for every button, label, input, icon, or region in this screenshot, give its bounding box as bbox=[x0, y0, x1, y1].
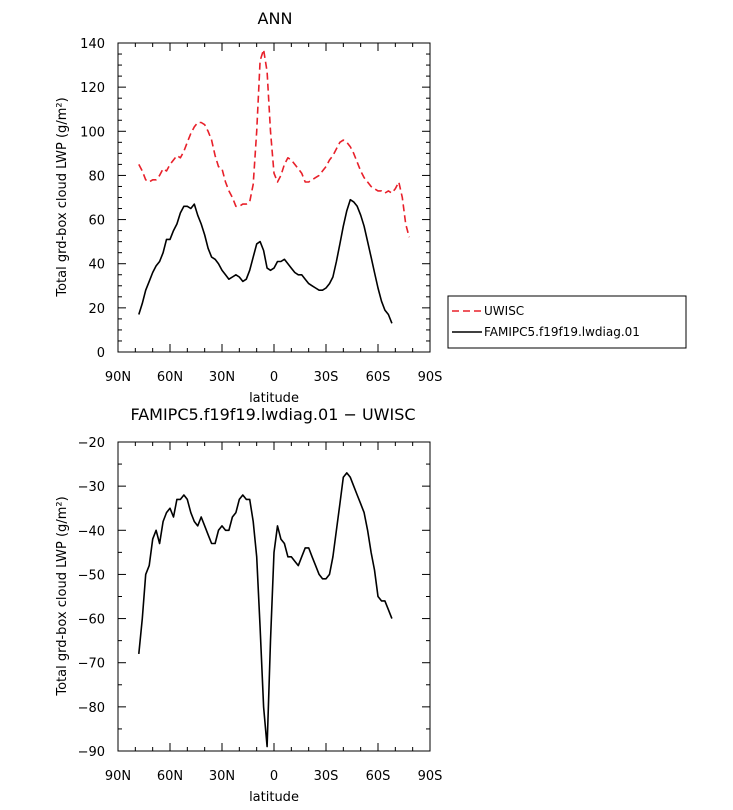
top-series-lines bbox=[138, 48, 410, 324]
bottom-x-tick-label: 90N bbox=[105, 769, 131, 784]
bottom-y-tick-label: −60 bbox=[78, 613, 105, 628]
top-x-tick-label: 90N bbox=[105, 370, 131, 385]
bottom-y-tick-label: −80 bbox=[78, 701, 105, 716]
bottom-y-tick-label: −70 bbox=[78, 657, 105, 672]
legend-label-uwisc: UWISC bbox=[484, 304, 524, 318]
bottom-y-tick-label: −40 bbox=[78, 524, 105, 539]
bottom-panel: FAMIPC5.f19f19.lwdiag.01 − UWISC 90N 60N 3… bbox=[55, 405, 442, 805]
bottom-y-tick-label: −30 bbox=[78, 480, 105, 495]
top-y-tick-label: 60 bbox=[88, 214, 105, 229]
bottom-y-tick-label: −50 bbox=[78, 568, 105, 583]
top-x-tick-label: 60S bbox=[366, 370, 391, 385]
bottom-x-tick-label: 30S bbox=[314, 769, 339, 784]
bottom-x-axis-label: latitude bbox=[249, 790, 299, 805]
bottom-y-tick-label: −90 bbox=[78, 745, 105, 760]
bottom-series-difference bbox=[138, 472, 393, 748]
top-y-tick-label: 40 bbox=[88, 258, 105, 273]
top-x-tick-label: 60N bbox=[157, 370, 183, 385]
bottom-plot-frame bbox=[117, 441, 431, 752]
top-x-tick-label: 90S bbox=[418, 370, 443, 385]
legend-frame bbox=[447, 295, 687, 349]
top-x-tick-label: 30N bbox=[209, 370, 235, 385]
bottom-series-lines bbox=[138, 472, 393, 748]
bottom-y-axis-label: Total grd-box cloud LWP (g/m²) bbox=[55, 496, 70, 696]
bottom-axis-ticks: 90N 60N 30N 0 30S 60S 90S −90 −80 −70 −60 −50 −40 −30… bbox=[78, 436, 443, 784]
top-x-tick-label: 30S bbox=[314, 370, 339, 385]
top-series-famipc5-f19f19-lwdiag-01 bbox=[138, 198, 393, 324]
bottom-y-tick-label: −20 bbox=[78, 436, 105, 451]
bottom-x-tick-label: 90S bbox=[418, 769, 443, 784]
top-x-tick-label: 0 bbox=[270, 370, 278, 385]
top-y-tick-label: 0 bbox=[97, 346, 105, 361]
top-y-tick-label: 80 bbox=[88, 169, 105, 184]
legend: UWISC FAMIPC5.f19f19.lwdiag.01 bbox=[447, 295, 687, 349]
bottom-x-tick-label: 60N bbox=[157, 769, 183, 784]
bottom-x-tick-label: 60S bbox=[366, 769, 391, 784]
top-chart-title: ANN bbox=[258, 9, 293, 28]
top-y-tick-label: 100 bbox=[80, 125, 105, 140]
top-y-axis-label: Total grd-box cloud LWP (g/m²) bbox=[55, 97, 70, 297]
bottom-chart-title: FAMIPC5.f19f19.lwdiag.01 − UWISC bbox=[130, 405, 415, 424]
top-y-tick-label: 20 bbox=[88, 302, 105, 317]
legend-label-famipc5: FAMIPC5.f19f19.lwdiag.01 bbox=[484, 325, 640, 339]
top-panel: ANN 90N 60N 30N 0 30S 60S 90S 0 20 40 60 80 100 120 14… bbox=[55, 9, 687, 406]
top-y-tick-label: 120 bbox=[80, 81, 105, 96]
bottom-x-tick-label: 0 bbox=[270, 769, 278, 784]
top-y-tick-label: 140 bbox=[80, 37, 105, 52]
top-series-uwisc bbox=[138, 48, 410, 238]
bottom-x-tick-label: 30N bbox=[209, 769, 235, 784]
top-x-axis-label: latitude bbox=[249, 391, 299, 406]
top-axis-ticks: 90N 60N 30N 0 30S 60S 90S 0 20 40 60 80 100 120 140 bbox=[80, 37, 442, 385]
